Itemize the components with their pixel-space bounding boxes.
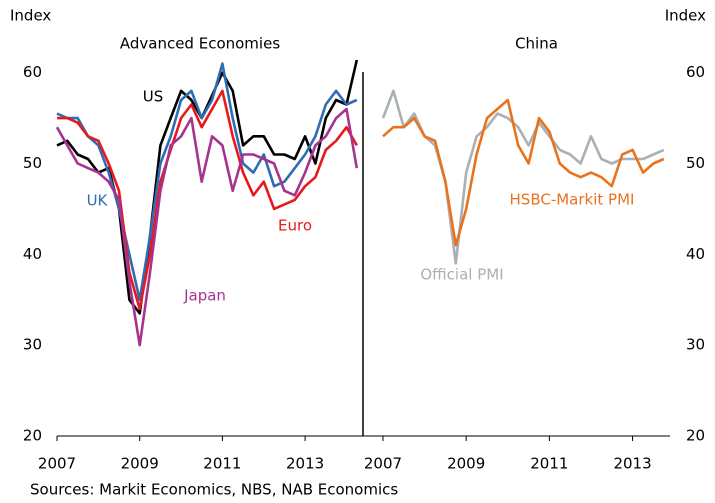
series-label: Euro	[278, 217, 312, 235]
series-line	[57, 89, 358, 311]
series-label: US	[143, 88, 164, 106]
source-note: Sources: Markit Economics, NBS, NAB Econ…	[30, 481, 398, 499]
x-tick-label: 2009	[447, 455, 485, 473]
series-line	[56, 62, 358, 302]
series-line	[382, 98, 665, 247]
panel-title: China	[515, 35, 558, 53]
x-tick-label: 2007	[364, 455, 402, 473]
y-tick-label: 30	[686, 336, 705, 354]
y-tick-label: 40	[686, 245, 705, 263]
x-tick-label: 2011	[530, 455, 568, 473]
y-axis-label: Index	[10, 7, 51, 25]
x-tick-label: 2009	[121, 455, 159, 473]
x-tick-label: 2013	[286, 455, 324, 473]
x-tick-label: 2011	[203, 455, 241, 473]
y-tick-label: 60	[686, 63, 705, 81]
series-line	[381, 89, 665, 265]
series-line	[56, 59, 359, 315]
x-tick-label: 2013	[613, 455, 651, 473]
x-tick-label: 2007	[38, 455, 76, 473]
series-label: UK	[87, 192, 109, 210]
y-axis-label: Index	[665, 7, 706, 25]
panel-title: Advanced Economies	[120, 35, 280, 53]
y-tick-label: 20	[23, 427, 42, 445]
series-label: HSBC-Markit PMI	[510, 191, 635, 209]
y-tick-label: 40	[23, 245, 42, 263]
y-tick-label: 30	[23, 336, 42, 354]
series-line	[55, 107, 359, 347]
series-label: Official PMI	[420, 266, 503, 284]
y-tick-label: 20	[686, 427, 705, 445]
series-label: Japan	[183, 287, 226, 305]
y-tick-label: 50	[686, 154, 705, 172]
y-tick-label: 60	[23, 63, 42, 81]
y-tick-label: 50	[23, 154, 42, 172]
